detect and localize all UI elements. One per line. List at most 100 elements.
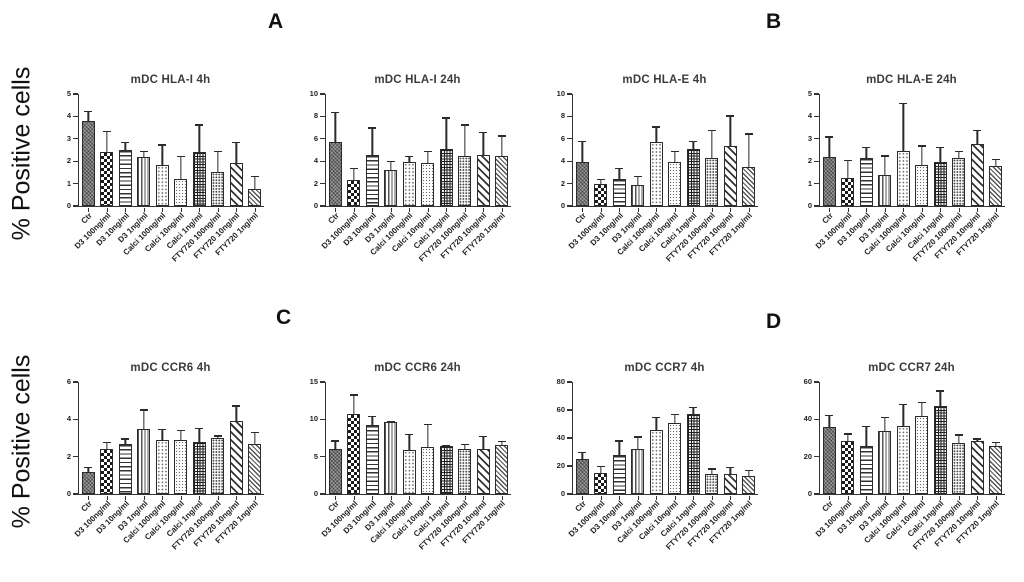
bar-slot	[610, 94, 629, 212]
error-bar	[331, 440, 340, 450]
y-axis-tick-label: 80	[556, 377, 565, 386]
error-bar-cap	[726, 115, 735, 117]
x-axis-tick	[730, 207, 732, 212]
bar	[649, 142, 663, 206]
bar	[384, 170, 398, 206]
bar-slot	[894, 382, 913, 500]
error-bar-line	[995, 158, 997, 167]
error-bar-cap	[596, 465, 605, 467]
bar	[631, 449, 645, 494]
bar	[970, 440, 984, 494]
error-bar-line	[921, 145, 923, 166]
error-bar-line	[106, 441, 108, 451]
panel-label-c: C	[276, 306, 292, 329]
error-bar-line	[235, 405, 237, 423]
y-axis-tick-label: 4	[66, 111, 71, 121]
y-axis-tick-label: 4	[807, 111, 812, 121]
bar	[989, 165, 1003, 206]
bar-slot	[172, 382, 191, 500]
error-bar-cap	[954, 151, 963, 153]
y-axis-tick-label: 20	[803, 451, 812, 461]
bar	[841, 440, 855, 494]
error-bar	[689, 406, 698, 416]
x-axis-tick	[884, 495, 886, 500]
bar-slot	[400, 94, 419, 212]
error-bar-line	[939, 146, 941, 164]
bar	[686, 414, 700, 494]
error-bar-cap	[250, 431, 259, 433]
y-axis-tick-label: 10	[309, 414, 318, 424]
error-bar-line	[674, 151, 676, 164]
y-axis-tick-label: 3	[66, 133, 71, 143]
bar-slot	[592, 94, 611, 212]
error-bar-line	[655, 126, 657, 144]
error-bar	[497, 135, 506, 157]
bar	[859, 157, 873, 206]
y-axis-tick-label: 40	[803, 414, 812, 424]
y-axis-tick	[567, 437, 572, 439]
error-bar	[652, 416, 661, 431]
y-axis-tick	[814, 381, 819, 383]
error-bar-line	[482, 131, 484, 156]
error-bar	[880, 155, 889, 176]
x-axis-tick	[199, 207, 201, 212]
chart-row-top: % Positive cells mDC HLA-I 4h 0 1 2 3 4 5 Ctr…	[0, 66, 1006, 293]
x-axis-tick	[619, 207, 621, 212]
bar-slot	[987, 382, 1006, 500]
bar	[439, 148, 453, 206]
error-bar	[936, 390, 945, 408]
error-bar-cap	[368, 415, 377, 418]
y-axis-tick	[567, 409, 572, 411]
x-axis-tick	[637, 207, 639, 212]
error-bar-cap	[460, 124, 469, 126]
bar-slot	[610, 382, 629, 500]
error-bar-cap	[405, 155, 414, 157]
bar	[631, 184, 645, 206]
x-axis-tick	[353, 207, 355, 212]
error-bar	[405, 155, 414, 164]
bar	[347, 414, 361, 494]
bar	[137, 156, 151, 206]
y-axis-tick	[73, 138, 78, 140]
bar	[328, 142, 342, 206]
error-bar-cap	[744, 133, 753, 135]
y-axis-tick-label: 1	[66, 178, 71, 188]
y-axis-tick	[814, 160, 819, 162]
error-bar-cap	[633, 436, 642, 438]
bar-slot	[703, 94, 722, 212]
x-axis-tick	[143, 207, 145, 212]
y-axis-tick	[73, 205, 78, 207]
bar-slot	[382, 94, 401, 212]
bar	[211, 172, 225, 206]
bar	[649, 429, 663, 494]
bar	[933, 406, 947, 494]
error-bar	[954, 151, 963, 159]
y-axis-tick	[320, 93, 325, 95]
y-axis-tick-label: 0	[313, 489, 318, 498]
plot-area	[78, 382, 264, 500]
y-axis: 0 5 10 15	[297, 377, 325, 498]
x-axis-tick	[390, 495, 392, 500]
x-axis-tick-label: Ctr	[79, 499, 94, 514]
error-bar-cap	[596, 179, 605, 181]
x-axis-tick	[847, 495, 849, 500]
error-bar-cap	[862, 146, 871, 148]
error-bar-line	[427, 424, 429, 448]
error-bar	[652, 126, 661, 144]
y-axis-tick	[814, 115, 819, 117]
bar-slot	[629, 382, 648, 500]
bar-slot	[135, 94, 154, 212]
error-bar-cap	[707, 129, 716, 132]
bar	[878, 430, 892, 494]
bar	[81, 120, 95, 206]
error-bar-cap	[726, 467, 735, 469]
bar-slot	[931, 94, 950, 212]
y-axis: 0 1 2 3 4 5	[50, 89, 78, 210]
error-bar	[578, 140, 587, 164]
error-bar	[250, 431, 259, 445]
y-axis-tick-label: 60	[803, 377, 812, 386]
charts-strip-top: mDC HLA-I 4h 0 1 2 3 4 5 Ctr D3 100ng/ml D3 10n…	[50, 68, 1006, 293]
error-bar	[158, 428, 167, 441]
bar-slot	[968, 94, 987, 212]
x-axis-tick	[637, 495, 639, 500]
